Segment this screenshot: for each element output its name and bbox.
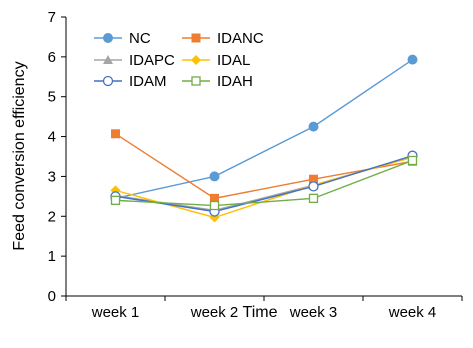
x-tick-label: week 2 <box>190 304 239 321</box>
legend-item-idam: IDAM <box>94 73 167 90</box>
legend-marker-idal <box>191 55 201 65</box>
y-tick-label: 1 <box>48 248 56 265</box>
y-tick-label: 0 <box>48 288 56 305</box>
series-idal <box>110 152 418 223</box>
y-tick-label: 7 <box>48 9 56 26</box>
y-axis-title: Feed conversion efficiency <box>11 61 28 250</box>
data-point-idah <box>407 155 418 166</box>
series-line-idal <box>115 156 413 219</box>
legend-label: IDAM <box>129 73 167 90</box>
series-line-nc <box>115 59 413 200</box>
legend-label: NC <box>129 30 151 47</box>
x-tick-label: week 4 <box>388 304 437 321</box>
legend-marker-idam <box>102 75 114 87</box>
legend-label: IDAPC <box>129 52 175 69</box>
legend-item-idah: IDAH <box>182 73 253 90</box>
series-idah <box>110 155 418 211</box>
legend: NC IDANC IDAPC IDAL IDAM IDAH <box>94 30 264 90</box>
y-axis-ticks: 0 1 2 3 4 5 6 7 <box>48 9 66 305</box>
data-point-nc <box>209 171 220 182</box>
data-point-idah <box>110 195 121 205</box>
x-axis-title: Time <box>243 304 278 321</box>
legend-marker-idapc <box>103 55 113 64</box>
data-point-idam <box>308 181 319 192</box>
y-tick-label: 4 <box>48 129 56 146</box>
legend-item-idapc: IDAPC <box>94 52 175 69</box>
data-point-idanc <box>111 129 120 139</box>
data-point-idah <box>308 193 319 204</box>
legend-marker-idanc <box>191 33 201 43</box>
legend-marker-idah <box>191 76 201 86</box>
data-point-nc <box>308 121 319 132</box>
y-tick-label: 6 <box>48 49 56 66</box>
x-tick-label: week 3 <box>289 304 338 321</box>
series-idanc <box>111 129 417 203</box>
legend-item-nc: NC <box>94 30 151 47</box>
series-line-idah <box>115 159 413 207</box>
legend-item-idal: IDAL <box>182 52 250 69</box>
data-point-idanc <box>210 193 219 203</box>
legend-marker-nc <box>103 33 113 43</box>
series-nc <box>110 54 418 204</box>
legend-label: IDAL <box>217 52 250 69</box>
data-point-idah <box>209 200 220 211</box>
data-point-idanc <box>309 174 318 184</box>
axes <box>65 17 462 297</box>
x-axis-ticks: week 1 week 2 week 3 week 4 <box>65 296 463 321</box>
series-line-idam <box>115 155 413 213</box>
y-tick-label: 5 <box>48 89 56 106</box>
data-point-nc <box>407 54 418 65</box>
legend-item-idanc: IDANC <box>182 30 264 47</box>
x-tick-label: week 1 <box>91 304 140 321</box>
legend-label: IDANC <box>217 30 264 47</box>
y-tick-label: 3 <box>48 168 56 185</box>
y-tick-label: 2 <box>48 208 56 225</box>
plot-area <box>110 54 418 223</box>
legend-label: IDAH <box>217 73 253 90</box>
